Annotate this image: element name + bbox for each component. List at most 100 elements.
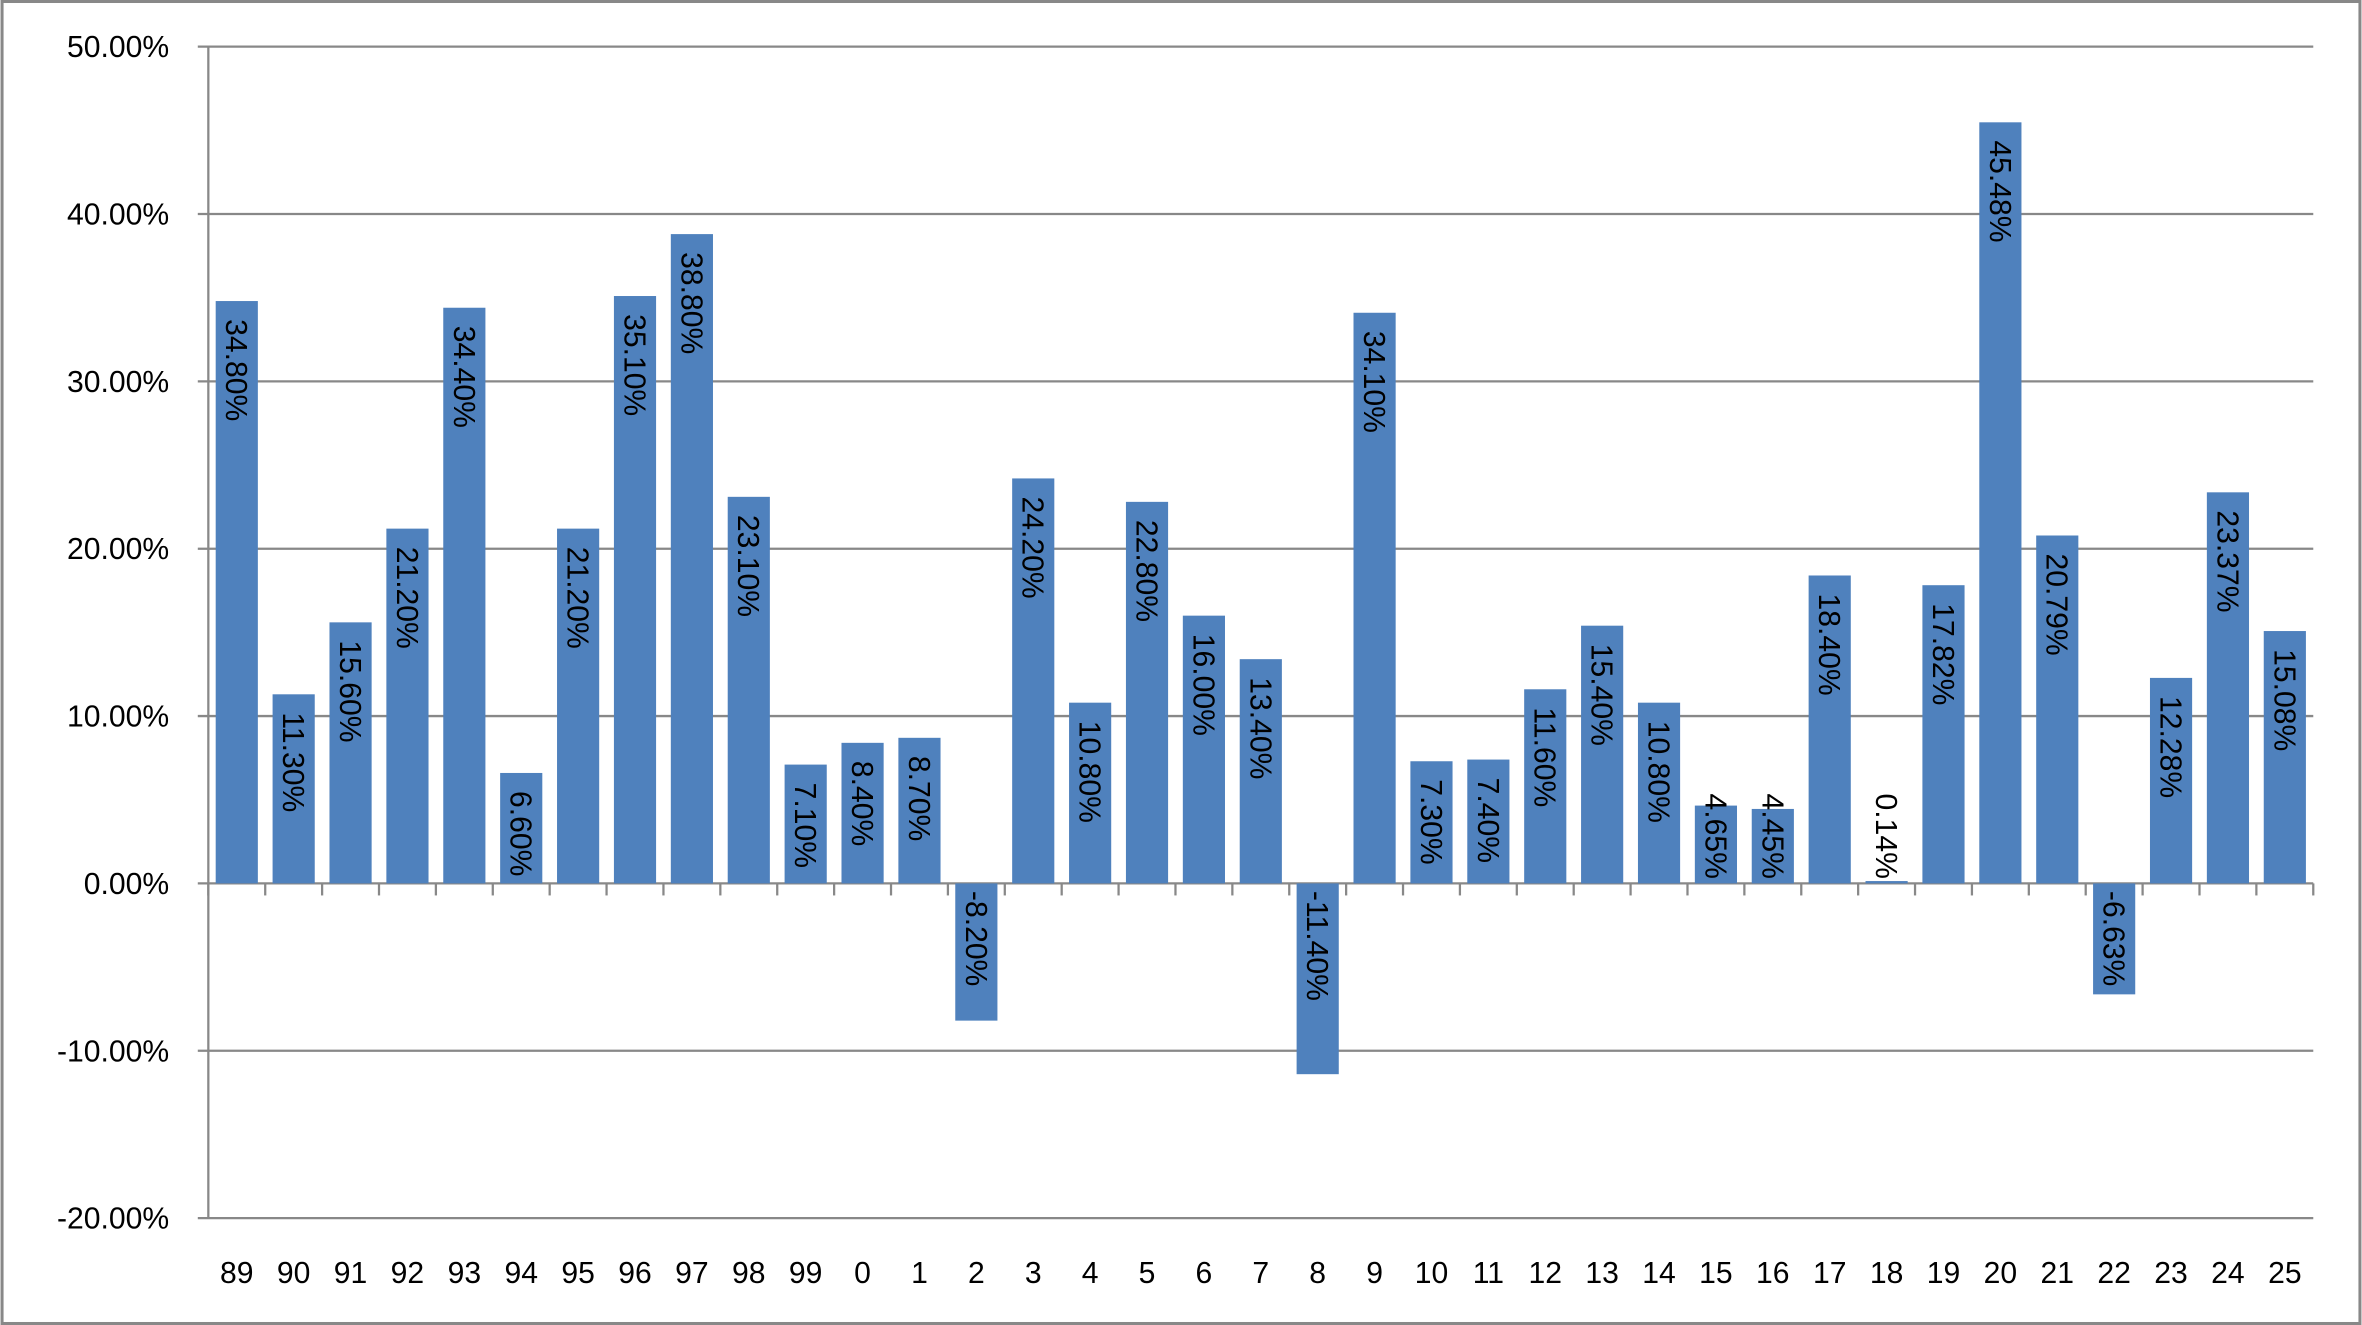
y-tick-label: 50.00% (67, 31, 169, 64)
data-label: 18.40% (1812, 594, 1845, 696)
data-label: 23.37% (2210, 510, 2243, 612)
bar (670, 234, 713, 884)
bar (784, 764, 827, 884)
x-tick-label: 3 (1025, 1257, 1042, 1290)
bar (1239, 659, 1282, 884)
bar (2149, 677, 2193, 884)
data-label: 21.20% (561, 547, 594, 649)
data-label: 10.80% (1073, 721, 1106, 823)
data-label: 22.80% (1129, 520, 1162, 622)
x-tick-label: 10 (1415, 1257, 1449, 1290)
bar (1751, 808, 1794, 884)
x-tick-label: 4 (1082, 1257, 1099, 1290)
data-label: 23.10% (731, 515, 764, 617)
x-tick-label: 2 (968, 1257, 985, 1290)
x-tick-label: 6 (1196, 1257, 1213, 1290)
bar (1694, 805, 1738, 884)
data-label: -11.40% (1300, 891, 1333, 1001)
bar (727, 496, 770, 884)
bar (2036, 535, 2079, 884)
x-tick-label: 18 (1870, 1257, 1903, 1290)
data-label: 45.48% (1983, 140, 2016, 242)
x-tick-label: 22 (2097, 1257, 2131, 1290)
data-label: 24.20% (1016, 496, 1049, 598)
x-tick-label: 89 (220, 1257, 254, 1290)
x-tick-label: 19 (1927, 1257, 1960, 1290)
x-tick-label: 12 (1529, 1257, 1563, 1290)
bar (443, 307, 486, 884)
x-tick-label: 23 (2154, 1257, 2188, 1290)
data-label: 4.65% (1698, 794, 1731, 879)
x-tick-label: 96 (618, 1257, 652, 1290)
bar (1467, 759, 1510, 884)
y-tick-label: 0.00% (84, 868, 169, 901)
y-tick-label: -10.00% (57, 1035, 169, 1068)
data-label: 34.80% (219, 319, 252, 421)
bar (1581, 625, 1624, 884)
bar (1865, 881, 1908, 884)
data-label: 21.20% (390, 547, 423, 649)
data-label: 13.40% (1243, 677, 1276, 779)
data-label: 15.08% (2267, 649, 2300, 751)
data-label: 34.10% (1357, 331, 1390, 433)
bar (1069, 702, 1112, 884)
data-label: 38.80% (674, 252, 707, 354)
bar (955, 883, 998, 1021)
data-label: -8.20% (959, 891, 992, 986)
data-label: 15.40% (1585, 644, 1618, 746)
x-tick-label: 9 (1366, 1257, 1383, 1290)
bar (1979, 122, 2022, 884)
data-label: 4.45% (1755, 794, 1788, 879)
data-label: -6.63% (2097, 891, 2130, 986)
x-tick-label: 95 (561, 1257, 595, 1290)
x-tick-label: 94 (504, 1257, 538, 1290)
x-tick-label: 0 (854, 1257, 871, 1290)
bar (2263, 631, 2306, 884)
x-tick-label: 97 (675, 1257, 709, 1290)
bar (1524, 689, 1567, 884)
y-tick-label: 10.00% (67, 701, 169, 734)
x-tick-label: 99 (789, 1257, 823, 1290)
x-tick-label: 5 (1139, 1257, 1156, 1290)
x-tick-label: 92 (391, 1257, 425, 1290)
x-tick-label: 17 (1813, 1257, 1846, 1290)
data-label: 8.70% (902, 756, 935, 841)
y-tick-label: 30.00% (67, 366, 169, 399)
bar (1296, 883, 1339, 1075)
bar (1182, 615, 1225, 884)
bar (215, 301, 258, 884)
x-tick-label: 14 (1642, 1257, 1675, 1290)
data-label: 0.14% (1869, 794, 1902, 879)
data-label: 35.10% (617, 314, 650, 416)
data-label: 8.40% (845, 761, 878, 846)
data-label: 7.10% (788, 783, 821, 868)
x-tick-label: 8 (1309, 1257, 1326, 1290)
bar (557, 528, 600, 884)
data-label: 16.00% (1186, 634, 1219, 736)
x-tick-label: 24 (2211, 1257, 2245, 1290)
x-tick-label: 7 (1252, 1257, 1269, 1290)
bar (841, 742, 884, 884)
x-tick-label: 13 (1585, 1257, 1618, 1290)
data-label: 10.80% (1641, 721, 1674, 823)
x-tick-label: 21 (2041, 1257, 2074, 1290)
bar (898, 737, 941, 884)
data-label: 7.40% (1471, 778, 1504, 863)
bar (1922, 585, 1965, 884)
data-label: 20.79% (2040, 554, 2073, 656)
bar (1353, 312, 1396, 884)
data-label: 34.40% (447, 326, 480, 428)
bar (2206, 492, 2250, 884)
x-tick-label: 90 (277, 1257, 310, 1290)
bar (1808, 575, 1851, 884)
data-label: 15.60% (333, 640, 366, 742)
data-label: 11.60% (1528, 707, 1561, 807)
bar (1125, 501, 1169, 884)
y-tick-label: -20.00% (57, 1203, 169, 1236)
bar (386, 528, 429, 884)
data-label: 7.30% (1414, 779, 1447, 864)
bar (2093, 883, 2136, 995)
x-tick-label: 25 (2268, 1257, 2302, 1290)
